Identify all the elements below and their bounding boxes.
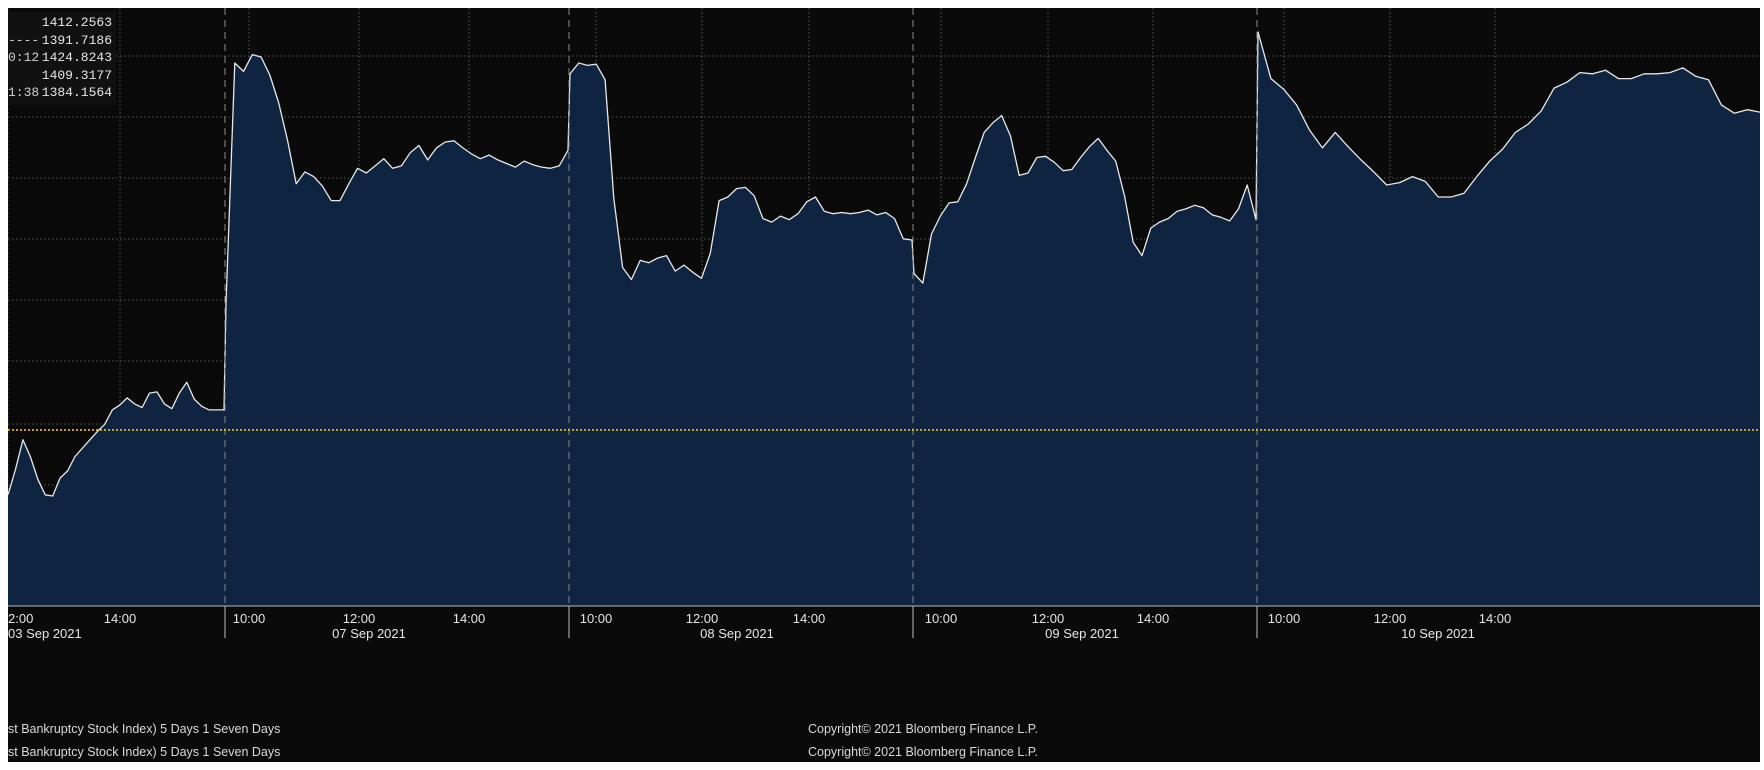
x-tick-label: 12:00	[1374, 611, 1407, 626]
legend-row: 0:12 1424.8243	[8, 49, 112, 67]
legend-row-label: 0:12	[8, 50, 40, 65]
x-tick-label: 12:00	[686, 611, 719, 626]
legend-row: ---- 1391.7186	[8, 32, 112, 50]
price-chart[interactable]: 2:00 14:00 10:00 12:00 14:00 10:00 12:00 14:00 1…	[8, 8, 1760, 762]
footer-copyright: Copyright© 2021 Bloomberg Finance L.P.	[808, 722, 1038, 736]
x-tick-label: 14:00	[1479, 611, 1512, 626]
x-date-label: 07 Sep 2021	[332, 626, 406, 641]
x-tick-label: 14:00	[104, 611, 137, 626]
x-tick-label: 12:00	[343, 611, 376, 626]
footer-copyright: Copyright© 2021 Bloomberg Finance L.P.	[808, 745, 1038, 759]
footer-index-text: st Bankruptcy Stock Index) 5 Days 1 Seve…	[8, 745, 281, 759]
x-tick-label: 14:00	[1137, 611, 1170, 626]
chart-panel: 2:00 14:00 10:00 12:00 14:00 10:00 12:00 14:00 1…	[8, 8, 1760, 762]
series-area	[8, 31, 1760, 606]
legend-row-value: 1409.3177	[41, 67, 112, 83]
legend-row-value: 1384.1564	[41, 85, 112, 100]
x-date-label: 10 Sep 2021	[1401, 626, 1475, 641]
legend-row: 1412.2563	[8, 14, 112, 32]
legend-box: 1412.2563 ---- 1391.7186 0:12 1424.8243 …	[8, 12, 116, 105]
x-tick-label: 12:00	[1032, 611, 1065, 626]
x-axis: 2:00 14:00 10:00 12:00 14:00 10:00 12:00 14:00 1…	[8, 605, 1760, 641]
legend-row: 1:38 1384.1564	[8, 84, 112, 102]
legend-row-value: 1391.7186	[41, 32, 112, 48]
footer-index-text: st Bankruptcy Stock Index) 5 Days 1 Seve…	[8, 722, 281, 736]
x-tick-label: 2:00	[8, 611, 33, 626]
legend-row-label: ----	[8, 32, 40, 48]
legend-row-label: 1:38	[8, 85, 40, 100]
x-tick-label: 10:00	[1268, 611, 1301, 626]
series-line	[8, 31, 1760, 497]
x-date-label: 08 Sep 2021	[700, 626, 774, 641]
x-tick-label: 14:00	[793, 611, 826, 626]
x-date-label: 09 Sep 2021	[1045, 626, 1119, 641]
area-layer	[8, 8, 1760, 606]
legend-row-value: 1412.2563	[41, 15, 112, 30]
x-tick-label: 14:00	[453, 611, 486, 626]
legend-row: 1409.3177	[8, 67, 112, 85]
x-tick-label: 10:00	[925, 611, 958, 626]
legend-row-value: 1424.8243	[41, 50, 112, 65]
x-date-label: 03 Sep 2021	[8, 626, 82, 641]
x-tick-label: 10:00	[233, 611, 266, 626]
x-tick-label: 10:00	[580, 611, 613, 626]
